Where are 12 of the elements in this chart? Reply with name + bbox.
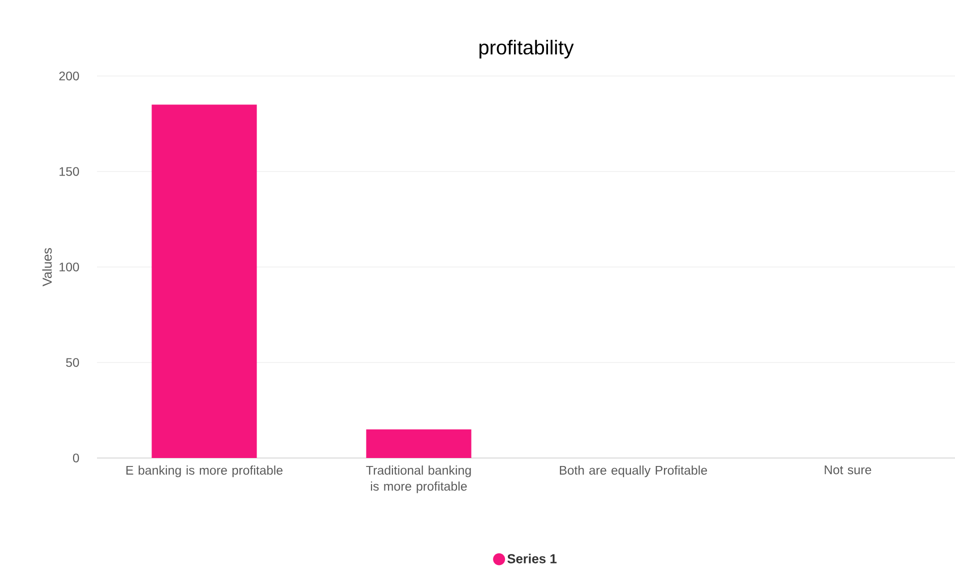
legend-label: Series 1 (507, 554, 557, 564)
x-tick-label: E banking is more profitable (126, 466, 283, 478)
x-tick-label: Traditional banking is more profitable (366, 466, 471, 494)
y-tick-label: 150 (60, 167, 79, 176)
y-tick-label: 200 (59, 72, 79, 80)
y-tick-label: 50 (66, 358, 79, 367)
x-tick-label: Not sure (824, 466, 872, 474)
y-tick-label: 100 (60, 262, 79, 272)
y-tick-label: 0 (73, 454, 79, 462)
chart-title: profitability (480, 40, 574, 59)
x-tick-label: Both are equally Profitable (560, 466, 708, 478)
y-axis-title: Values (42, 248, 52, 286)
